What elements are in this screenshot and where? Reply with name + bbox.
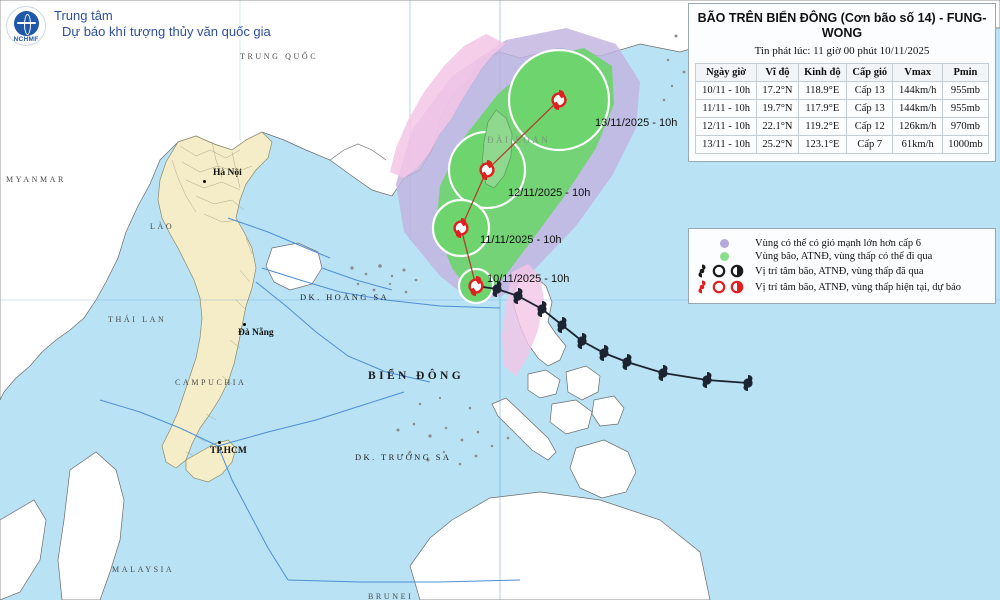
legend-swatch-green	[693, 252, 755, 261]
table-row: 13/11 - 10h 25.2°N 123.1°E Cấp 7 61km/h …	[694, 135, 990, 154]
map-legend-panel: Vùng có thể có gió mạnh lớn hơn cấp 6 Vù…	[688, 228, 996, 304]
bulletin-issue-time: Tin phát lúc: 11 giờ 00 phút 10/11/2025	[754, 45, 930, 57]
legend-item-past-positions: Vị trí tâm bão, ATNĐ, vùng thấp đã qua	[693, 264, 989, 278]
cell-windlevel: Cấp 12	[846, 117, 894, 136]
green-dot-icon	[719, 252, 729, 261]
map-label-sea: BIỂN ĐÔNG	[368, 370, 465, 382]
logo-label: NCHMF	[13, 35, 39, 43]
legend-swatch-purple	[693, 239, 755, 248]
cell-vmax: 144km/h	[892, 99, 943, 118]
legend-item-storm-zone: Vùng bão, ATNĐ, vùng thấp có thể đi qua	[693, 251, 989, 262]
cell-datetime: 12/11 - 10h	[694, 117, 758, 136]
cell-pmin: 1000mb	[941, 135, 990, 154]
track-point-label: 13/11/2025 - 10h	[595, 117, 678, 129]
col-header-longitude: Kinh độ	[797, 63, 848, 82]
map-label-island: ĐÀI LOAN	[487, 135, 551, 145]
legend-symbols-current	[693, 280, 755, 294]
map-label-country: CAMPUCHIA	[175, 378, 247, 387]
map-label-country: MYANMAR	[6, 175, 66, 184]
track-point-label: 10/11/2025 - 10h	[487, 273, 570, 285]
legend-label: Vị trí tâm bão, ATNĐ, vùng thấp hiện tại…	[755, 281, 962, 293]
storm-title: BÃO TRÊN BIỂN ĐÔNG (Cơn bão số 14) - FUN…	[697, 11, 987, 40]
cell-vmax: 61km/h	[892, 135, 943, 154]
globe-icon	[13, 10, 39, 36]
legend-item-current-forecast-positions: Vị trí tâm bão, ATNĐ, vùng thấp hiện tại…	[693, 280, 989, 294]
purple-dot-icon	[719, 239, 729, 248]
agency-branding: NCHMF Trung tâm Dự báo khí tượng thủy vă…	[6, 6, 271, 46]
track-point-label: 11/11/2025 - 10h	[480, 234, 562, 246]
forecast-position-markers	[453, 90, 567, 296]
island-dots	[350, 34, 692, 466]
map-label-city: Hà Nội	[213, 168, 242, 178]
nchmf-logo-icon: NCHMF	[6, 6, 46, 46]
city-dot	[203, 180, 206, 183]
agency-name: Trung tâm Dự báo khí tượng thủy văn quốc…	[54, 6, 271, 40]
map-label-archipelago: DK. TRƯỜNG SA	[355, 452, 452, 462]
current-position-symbols	[698, 280, 744, 294]
map-label-city: TP.HCM	[210, 446, 247, 456]
legend-symbols-past	[693, 264, 755, 278]
cell-longitude: 119.2°E	[797, 117, 848, 136]
cell-windlevel: Cấp 7	[846, 135, 894, 154]
cell-longitude: 118.9°E	[797, 81, 848, 100]
cell-windlevel: Cấp 13	[846, 99, 894, 118]
agency-name-line1: Trung tâm	[54, 8, 113, 23]
table-header-row: Ngày giờ Vĩ độ Kinh độ Cấp gió Vmax Pmin	[694, 63, 990, 82]
legend-label: Vị trí tâm bão, ATNĐ, vùng thấp đã qua	[755, 265, 924, 277]
col-header-datetime: Ngày giờ	[694, 63, 758, 82]
cell-datetime: 10/11 - 10h	[694, 81, 758, 100]
col-header-latitude: Vĩ độ	[756, 63, 799, 82]
track-point-label: 12/11/2025 - 10h	[508, 187, 591, 199]
forecast-table: Ngày giờ Vĩ độ Kinh độ Cấp gió Vmax Pmin…	[694, 63, 990, 154]
cell-windlevel: Cấp 13	[846, 81, 894, 100]
zone-coastal-alert	[390, 34, 506, 178]
cell-pmin: 955mb	[941, 81, 990, 100]
table-row: 10/11 - 10h 17.2°N 118.9°E Cấp 13 144km/…	[694, 81, 990, 100]
table-row: 12/11 - 10h 22.1°N 119.2°E Cấp 12 126km/…	[694, 117, 990, 136]
legend-label: Vùng có thể có gió mạnh lớn hơn cấp 6	[755, 238, 921, 249]
cell-pmin: 970mb	[941, 117, 990, 136]
cell-longitude: 117.9°E	[797, 99, 848, 118]
agency-name-line2: Dự báo khí tượng thủy văn quốc gia	[62, 24, 271, 39]
city-dot	[218, 441, 221, 444]
legend-item-wind-zone: Vùng có thể có gió mạnh lớn hơn cấp 6	[693, 238, 989, 249]
legend-label: Vùng bão, ATNĐ, vùng thấp có thể đi qua	[755, 251, 933, 262]
col-header-pmin: Pmin	[941, 63, 990, 82]
cell-pmin: 955mb	[941, 99, 990, 118]
map-label-country: THÁI LAN	[108, 315, 167, 324]
map-label-country: BRUNEI	[368, 592, 414, 601]
cell-vmax: 126km/h	[892, 117, 943, 136]
cell-datetime: 13/11 - 10h	[694, 135, 758, 154]
map-label-city: Đà Nẵng	[238, 328, 274, 338]
past-position-symbols	[698, 264, 744, 278]
cell-latitude: 19.7°N	[756, 99, 799, 118]
map-label-country: LÀO	[150, 222, 175, 231]
table-row: 11/11 - 10h 19.7°N 117.9°E Cấp 13 144km/…	[694, 99, 990, 118]
cell-latitude: 25.2°N	[756, 135, 799, 154]
cell-vmax: 144km/h	[892, 81, 943, 100]
map-label-archipelago: DK. HOÀNG SA	[300, 292, 390, 302]
cell-longitude: 123.1°E	[797, 135, 848, 154]
map-label-country: TRUNG QUỐC	[240, 52, 319, 61]
cell-latitude: 17.2°N	[756, 81, 799, 100]
cell-latitude: 22.1°N	[756, 117, 799, 136]
map-label-country: MALAYSIA	[112, 565, 175, 574]
col-header-vmax: Vmax	[892, 63, 943, 82]
storm-info-panel: BÃO TRÊN BIỂN ĐÔNG (Cơn bão số 14) - FUN…	[688, 3, 996, 162]
cell-datetime: 11/11 - 10h	[694, 99, 758, 118]
past-position-markers	[492, 281, 753, 391]
vietnam-layer	[157, 131, 273, 483]
city-dot	[243, 323, 246, 326]
forecast-track-line	[460, 99, 560, 287]
col-header-windlevel: Cấp gió	[846, 63, 894, 82]
